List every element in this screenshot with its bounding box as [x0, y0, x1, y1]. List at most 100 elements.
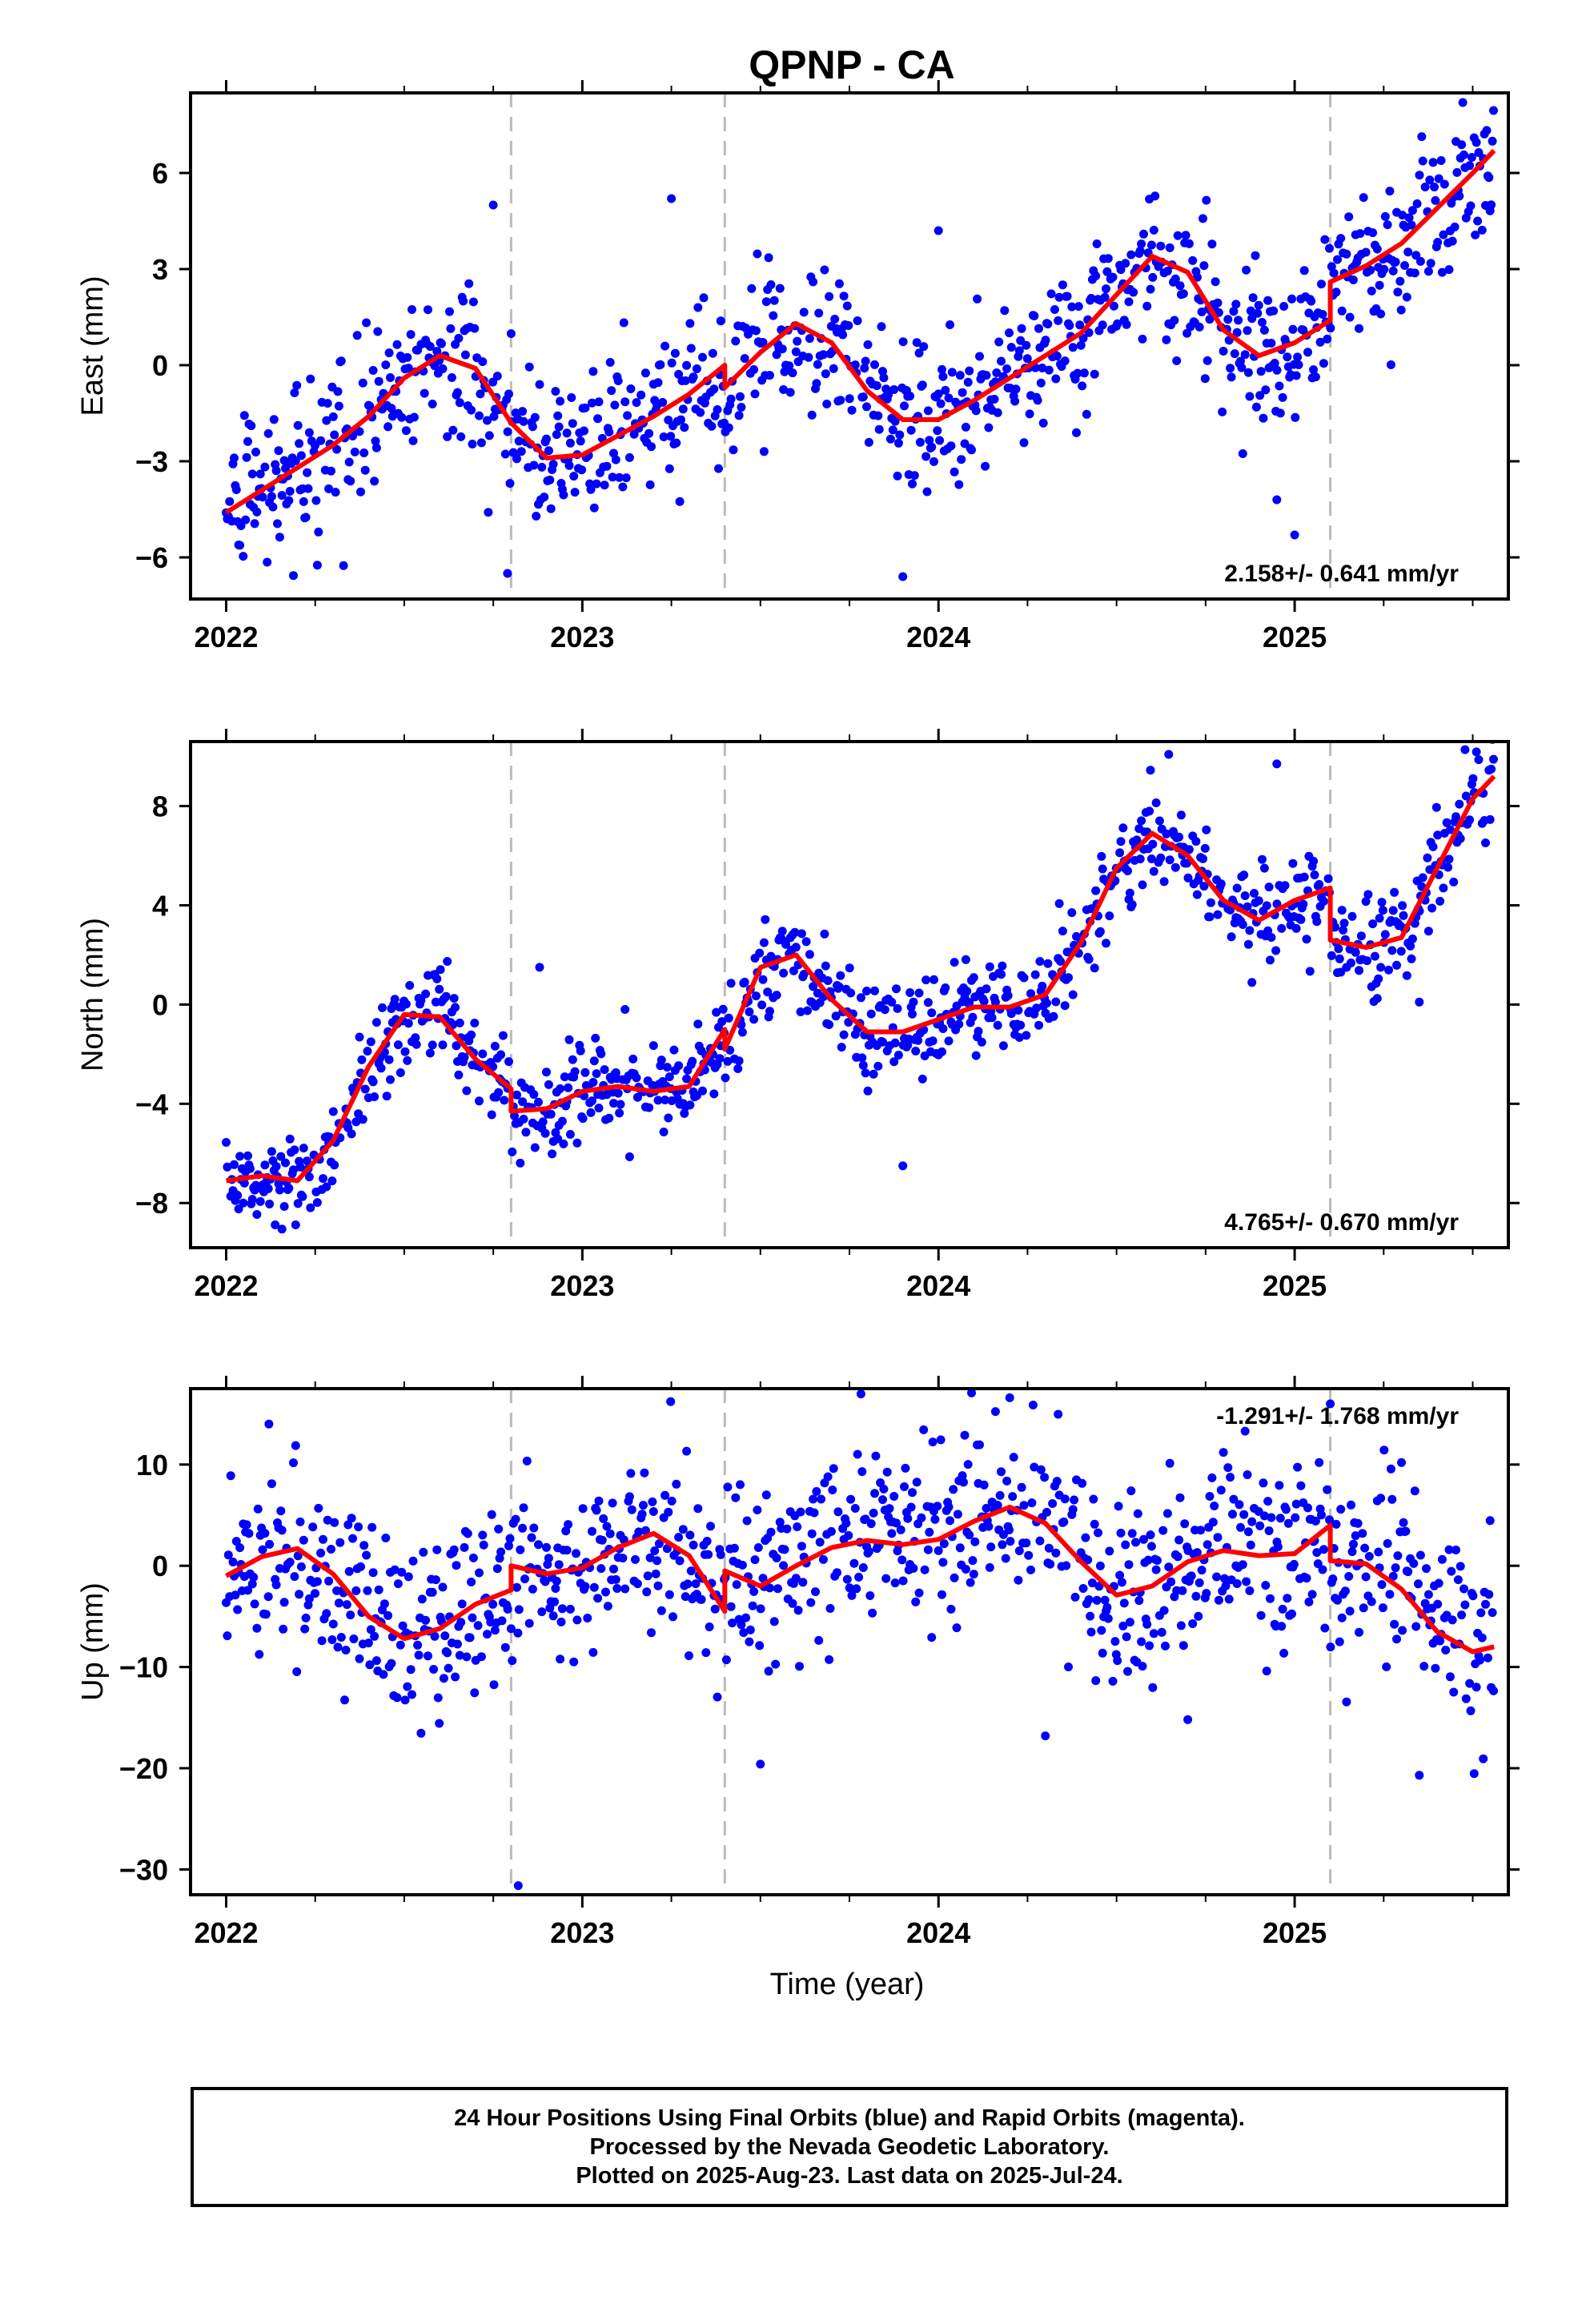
data-point: [1067, 908, 1077, 918]
data-point: [1361, 1572, 1371, 1582]
data-point: [431, 1575, 440, 1585]
data-point: [518, 407, 528, 416]
data-point: [497, 1616, 507, 1626]
data-point: [1344, 212, 1354, 222]
data-point: [1351, 1531, 1360, 1541]
y-tick-label: 10: [136, 1449, 168, 1482]
data-point: [818, 350, 828, 360]
data-point: [1293, 352, 1303, 362]
data-point: [371, 436, 380, 446]
data-point: [1024, 1550, 1034, 1560]
data-point: [807, 1529, 817, 1538]
data-point: [693, 303, 703, 312]
data-point: [793, 1606, 803, 1615]
data-point: [374, 1585, 383, 1594]
data-point: [271, 1220, 280, 1229]
data-point: [651, 1569, 661, 1578]
data-point: [1245, 392, 1255, 401]
data-point: [467, 405, 476, 415]
data-point: [658, 398, 668, 407]
data-point: [914, 348, 924, 358]
data-point: [796, 1507, 805, 1517]
data-point: [1477, 225, 1487, 235]
data-point: [1377, 898, 1387, 907]
data-point: [528, 422, 537, 432]
data-point: [697, 1594, 706, 1604]
data-point: [1000, 306, 1010, 316]
data-point: [1226, 364, 1235, 373]
data-point: [1025, 409, 1034, 419]
data-point: [737, 1027, 747, 1037]
data-point: [921, 975, 931, 985]
data-point: [763, 987, 773, 997]
data-point: [927, 1008, 937, 1018]
data-point: [1367, 1597, 1376, 1606]
data-point: [963, 1460, 973, 1470]
data-point: [468, 440, 477, 448]
data-point: [494, 1088, 504, 1097]
data-point: [772, 1554, 781, 1562]
data-point: [1476, 1608, 1486, 1618]
data-point: [588, 1096, 596, 1106]
data-point: [1337, 306, 1347, 316]
data-point: [821, 961, 830, 971]
data-point: [1380, 211, 1390, 221]
data-point: [766, 1527, 776, 1537]
data-point: [928, 1036, 938, 1046]
data-point: [624, 1492, 634, 1502]
data-point: [665, 464, 674, 473]
data-point: [1447, 1566, 1456, 1576]
data-point: [438, 1582, 448, 1592]
data-point: [1456, 834, 1465, 843]
data-point: [312, 1577, 322, 1586]
data-point: [809, 1508, 819, 1518]
data-point: [1377, 1580, 1387, 1590]
data-point: [1296, 915, 1306, 924]
data-point: [717, 1017, 727, 1027]
data-point: [359, 448, 369, 457]
data-point: [355, 427, 364, 436]
data-point: [748, 1601, 757, 1610]
data-point: [925, 1527, 934, 1537]
data-point: [1022, 340, 1031, 350]
data-point: [856, 1389, 865, 1399]
data-point: [230, 1160, 239, 1169]
data-point: [747, 283, 757, 293]
data-point: [564, 1520, 573, 1530]
data-point: [618, 1554, 628, 1563]
data-point: [599, 1514, 608, 1523]
data-point: [892, 984, 901, 994]
data-point: [1200, 374, 1210, 384]
data-point: [576, 436, 585, 446]
data-point: [406, 1665, 416, 1675]
data-point: [1044, 365, 1054, 375]
data-point: [985, 962, 994, 971]
data-point: [930, 456, 938, 466]
data-point: [769, 311, 778, 320]
data-point: [1159, 1606, 1169, 1615]
data-point-outlier: [1326, 1399, 1335, 1409]
data-point: [615, 472, 624, 482]
data-point: [330, 1160, 339, 1170]
data-point: [1443, 862, 1453, 872]
data-point: [356, 1562, 365, 1571]
data-point: [791, 943, 801, 952]
data-point: [540, 493, 549, 502]
data-point: [424, 305, 432, 315]
data-point: [1170, 316, 1179, 325]
data-point: [1403, 1567, 1413, 1577]
y-tick-label: 8: [152, 790, 168, 823]
data-point: [1116, 265, 1126, 275]
data-point: [648, 1041, 658, 1051]
data-point: [871, 1451, 881, 1461]
data-point: [1170, 274, 1180, 283]
data-point: [452, 1041, 461, 1051]
data-point: [1043, 959, 1053, 968]
data-point: [896, 1525, 905, 1534]
data-point: [1051, 374, 1061, 384]
data-point: [1434, 174, 1443, 183]
x-tick-label: 2025: [1263, 621, 1327, 653]
data-point: [1202, 195, 1211, 205]
data-point: [1303, 1503, 1312, 1513]
